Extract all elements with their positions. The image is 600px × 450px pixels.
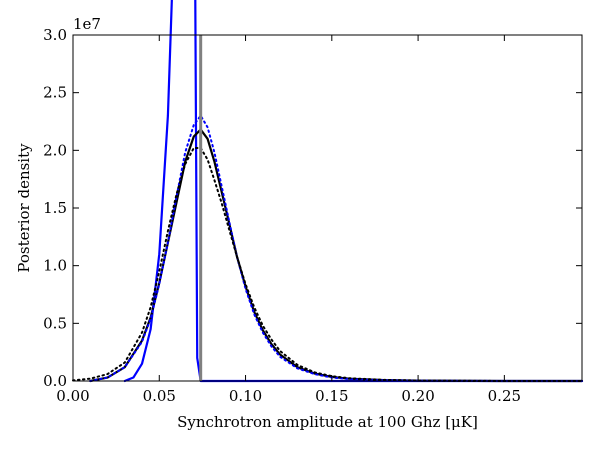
axes-frame [72,34,583,382]
y-axis-label: Posterior density [15,143,33,273]
x-tick-label: 0.05 [143,387,176,405]
y-tick-label: 3.0 [43,26,67,44]
series-line-3 [89,114,583,382]
y-tick-label: 1.5 [43,199,67,217]
ticks-layer: 0.00 0.05 0.10 0.15 0.20 0.25 0.0 0.5 1.0 1.5 2.0 2… [43,26,582,405]
x-tick-label: 0.15 [315,387,348,405]
y-tick-label: 1.0 [43,257,67,275]
series-line-1 [123,0,584,383]
y-offset-label: 1e7 [73,15,101,33]
x-tick-label: 0.00 [56,387,89,405]
series-line-4 [72,147,583,382]
x-tick-label: 0.10 [229,387,262,405]
y-tick-label: 2.0 [43,141,67,159]
plot-area: 0.00 0.05 0.10 0.15 0.20 0.25 0.0 0.5 1.0 1.5 2.0 2… [43,0,584,405]
y-tick-label: 2.5 [43,84,67,102]
y-tick-label: 0.5 [43,314,67,332]
x-axis-label: Synchrotron amplitude at 100 Ghz [μK] [177,413,478,431]
x-tick-label: 0.25 [488,387,521,405]
y-tick-label: 0.0 [43,372,67,390]
series-layer [72,0,584,383]
x-tick-label: 0.20 [401,387,434,405]
